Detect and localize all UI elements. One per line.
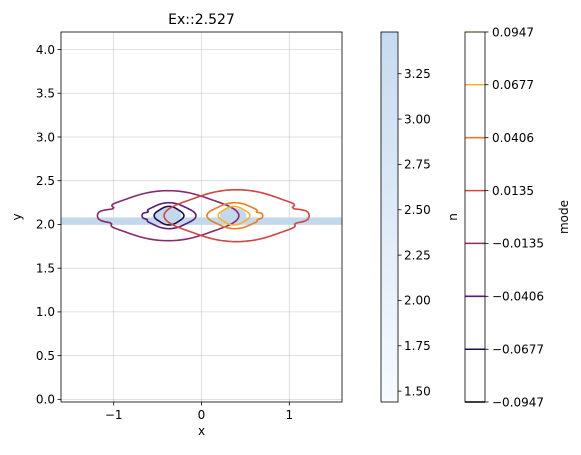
colorbar-n-gradient (380, 31, 399, 403)
contour-3 (163, 188, 311, 243)
x-ticks: −1 0 1 (105, 402, 293, 422)
colorbar-mode: −0.0947 −0.0677 −0.0406 −0.0135 0.0135 0.0406… (464, 25, 571, 409)
contour-layer (96, 188, 311, 243)
y-axis-label: y (10, 213, 24, 220)
colorbar-mode-tick-label-2: −0.0406 (492, 290, 544, 304)
colorbar-n-tick-label-3: 2.25 (404, 248, 431, 262)
x-axis-label: x (198, 424, 205, 438)
colorbar-n-tick-label-1: 1.75 (404, 339, 431, 353)
x-tick-label-2: 1 (285, 408, 293, 422)
y-tick-label-6: 3.0 (36, 130, 55, 144)
colorbar-n-tick-label-4: 2.50 (404, 203, 431, 217)
x-tick-label-1: 0 (198, 408, 206, 422)
colorbar-n-tick-label-2: 2.00 (404, 294, 431, 308)
colorbar-mode-frame (464, 31, 486, 403)
colorbar-mode-tick-label-1: −0.0677 (492, 343, 544, 357)
contour-5 (217, 205, 251, 226)
colorbar-mode-levels (465, 31, 485, 403)
colorbar-mode-ticks: −0.0947 −0.0677 −0.0406 −0.0135 0.0135 0.0406… (485, 25, 544, 409)
x-tick-label-0: −1 (105, 408, 123, 422)
contour-1 (141, 201, 197, 230)
colorbar-n-ticks: 1.50 1.75 2.00 2.25 2.50 2.75 3.00 3.25 (398, 67, 431, 398)
y-tick-label-4: 2.0 (36, 218, 55, 232)
colorbar-mode-tick-label-3: −0.0135 (492, 237, 544, 251)
grid-lines (61, 32, 342, 402)
y-tick-label-1: 0.5 (36, 349, 55, 363)
colorbar-n-label: n (446, 213, 460, 221)
waveguide-slab (61, 217, 342, 225)
colorbar-n: 1.50 1.75 2.00 2.25 2.50 2.75 3.00 3.25 n (380, 31, 460, 403)
y-tick-label-7: 3.5 (36, 87, 55, 101)
colorbar-mode-label: mode (557, 200, 571, 234)
contour-2 (153, 205, 185, 226)
colorbar-mode-tick-label-5: 0.0406 (492, 131, 534, 145)
colorbar-mode-tick-label-0: −0.0947 (492, 395, 544, 409)
y-tick-label-2: 1.0 (36, 305, 55, 319)
waveguide-layer (61, 207, 342, 225)
colorbar-n-tick-label-6: 3.00 (404, 112, 431, 126)
y-tick-label-0: 0.0 (36, 393, 55, 407)
colorbar-n-tick-label-5: 2.75 (404, 158, 431, 172)
colorbar-n-tick-label-7: 3.25 (404, 67, 431, 81)
waveguide-core-1 (219, 207, 247, 224)
waveguide-core-0 (154, 207, 182, 224)
y-tick-label-3: 1.5 (36, 261, 55, 275)
colorbar-n-tick-label-0: 1.50 (404, 384, 431, 398)
chart-title: Ex::2.527 (168, 12, 235, 28)
colorbar-mode-tick-label-4: 0.0135 (492, 184, 534, 198)
main-plot: −1 0 1 0.0 0.5 1.0 1.5 2.0 2.5 3.0 3.5 4.0 Ex::2.5… (10, 12, 343, 438)
y-tick-label-8: 4.0 (36, 43, 55, 57)
y-tick-label-5: 2.5 (36, 174, 55, 188)
y-ticks: 0.0 0.5 1.0 1.5 2.0 2.5 3.0 3.5 4.0 (36, 43, 61, 407)
colorbar-mode-tick-label-7: 0.0947 (492, 25, 534, 39)
colorbar-mode-tick-label-6: 0.0677 (492, 78, 534, 92)
contour-4 (206, 201, 264, 230)
